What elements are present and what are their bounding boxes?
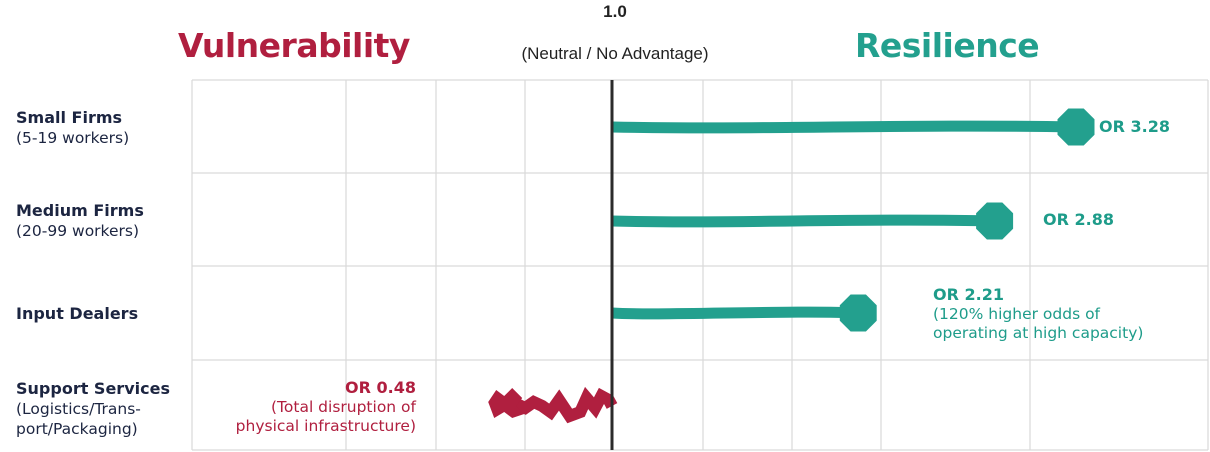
marker-small-firms (1057, 108, 1095, 146)
row-sublabel-support-services-2: port/Packaging) (16, 420, 138, 438)
row-label-medium-firms: Medium Firms (16, 201, 144, 220)
note-support-services-2: physical infrastructure) (235, 417, 416, 435)
stem-support-services (505, 386, 618, 424)
note-input-dealers-2: operating at high capacity) (933, 324, 1144, 342)
note-support-services-1: (Total disruption of (271, 398, 416, 416)
marker-input-dealers (839, 294, 877, 332)
row-label-small-firms: Small Firms (16, 108, 123, 127)
row-sublabel-support-services-1: (Logistics/Trans- (16, 400, 141, 418)
row-sublabel-small-firms: (5-19 workers) (16, 129, 130, 147)
stem-input-dealers (611, 306, 859, 320)
neutral-value-label: 1.0 (603, 2, 627, 21)
value-label-medium-firms: OR 2.88 (1043, 210, 1114, 229)
marker-support-services (488, 388, 525, 418)
neutral-caption: (Neutral / No Advantage) (521, 44, 709, 63)
resilience-header: Resilience (855, 26, 1040, 65)
value-label-support-services: OR 0.48 (345, 378, 416, 397)
value-label-small-firms: OR 3.28 (1099, 117, 1170, 136)
note-input-dealers-1: (120% higher odds of (933, 305, 1101, 323)
stem-medium-firms (611, 214, 995, 228)
row-sublabel-medium-firms: (20-99 workers) (16, 222, 140, 240)
row-label-input-dealers: Input Dealers (16, 304, 139, 323)
value-label-input-dealers: OR 2.21 (933, 285, 1004, 304)
row-label-support-services: Support Services (16, 379, 170, 398)
stem-small-firms (611, 120, 1077, 134)
vulnerability-header: Vulnerability (178, 26, 410, 65)
marker-medium-firms (976, 202, 1014, 240)
